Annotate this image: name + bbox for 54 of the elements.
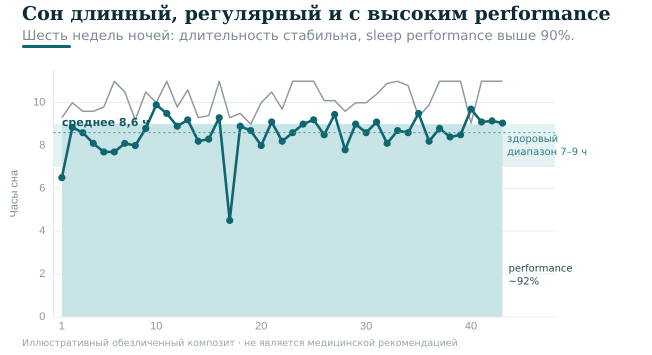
point	[446, 133, 454, 141]
x-tick-label: 40	[464, 320, 478, 332]
point	[278, 138, 286, 145]
point	[258, 142, 265, 150]
y-tick-label: 0	[39, 310, 46, 323]
series-label: performance ~92%	[508, 263, 573, 288]
y-tick-label: 8	[39, 140, 46, 152]
point	[110, 148, 118, 156]
y-tick-label: 6	[39, 182, 46, 194]
point	[205, 136, 212, 143]
point	[163, 110, 170, 118]
point	[226, 216, 234, 224]
point	[300, 120, 307, 128]
point	[174, 122, 181, 130]
y-tick-label: 2	[39, 268, 46, 280]
y-tick-label: 4	[39, 225, 46, 238]
point	[152, 101, 160, 108]
point	[478, 118, 486, 126]
point	[384, 140, 391, 147]
point	[373, 118, 380, 126]
chart-title: Сон длинный, регулярный и с высоким performance	[22, 3, 611, 25]
x-tick-label: 30	[360, 320, 372, 332]
y-tick-label: 10	[33, 96, 46, 109]
point	[456, 131, 464, 138]
point	[100, 148, 108, 156]
text: Иллюстративный обезличенный композит · не является медицинской рекомендацией	[22, 338, 458, 349]
point	[184, 116, 192, 124]
point	[132, 142, 139, 150]
point	[498, 119, 506, 127]
point	[352, 120, 360, 128]
y-axis-title: Часы сна	[8, 169, 21, 218]
point	[320, 131, 328, 138]
point	[467, 106, 475, 113]
point	[247, 126, 254, 134]
point	[342, 146, 349, 154]
x-tick-label: 10	[150, 320, 162, 332]
point	[216, 114, 223, 122]
band-label: здоровый диапазон 7–9 ч	[507, 134, 588, 158]
point	[289, 129, 296, 136]
point	[194, 138, 202, 145]
point	[488, 117, 496, 125]
point	[90, 140, 97, 147]
point	[425, 138, 433, 145]
point	[268, 118, 276, 126]
point	[310, 116, 318, 124]
chart-subtitle: Шесть недель ночей: длительность стабильна, sleep performance выше 90%.	[22, 28, 575, 44]
point	[436, 124, 444, 132]
x-tick-label: 1	[58, 320, 65, 332]
point	[58, 174, 66, 182]
point	[121, 140, 128, 147]
point	[331, 110, 338, 118]
point	[236, 122, 244, 130]
point	[394, 126, 402, 134]
x-tick-label: 20	[255, 320, 268, 332]
